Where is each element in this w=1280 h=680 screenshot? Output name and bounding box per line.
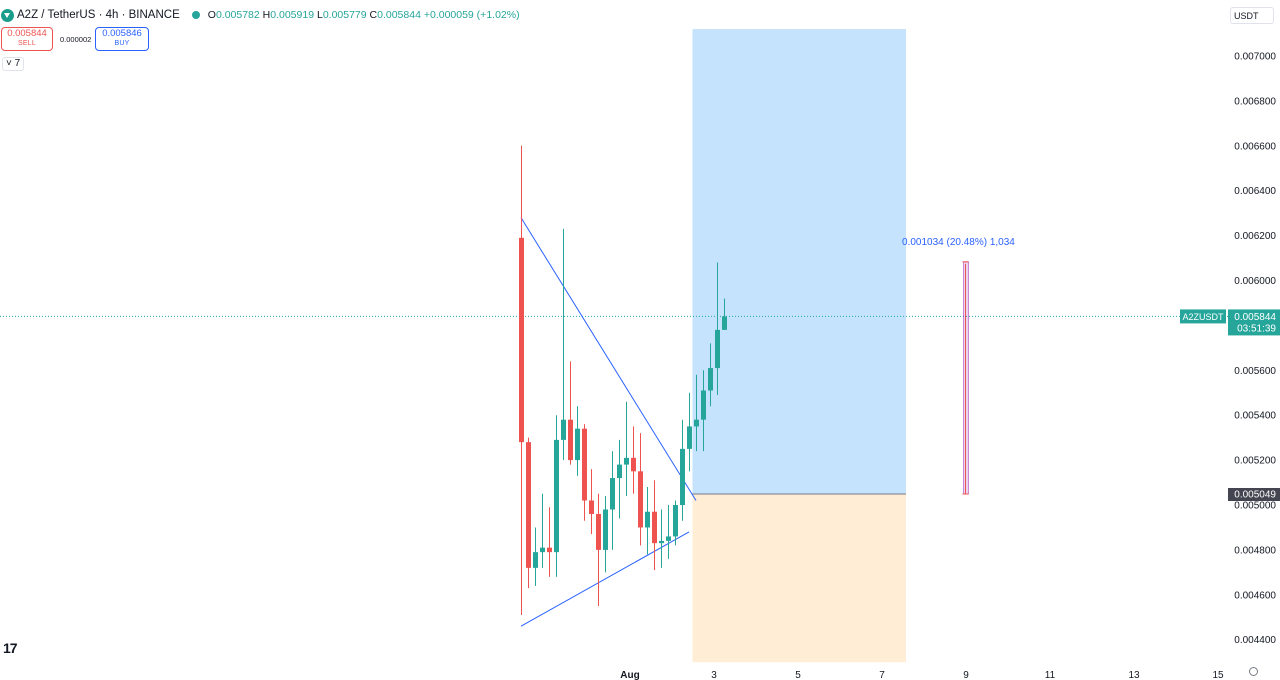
profit-zone (692, 29, 906, 494)
candle-body (638, 471, 643, 528)
candle-body (617, 464, 622, 479)
time-tick-label: 15 (1212, 670, 1224, 680)
price-tick-label: 0.006000 (1234, 276, 1276, 287)
candle-body (715, 329, 720, 369)
candle-body (687, 426, 692, 449)
symbol-badge-label: A2ZUSDT (1182, 312, 1224, 322)
price-tick-label: 0.004600 (1234, 590, 1276, 601)
candle-body (582, 428, 587, 501)
candle-body (547, 547, 552, 553)
time-tick-label: 13 (1128, 670, 1140, 680)
symbol-logo-icon (1, 8, 14, 22)
sell-button[interactable]: 0.005844 SELL (1, 27, 53, 51)
candle-body (561, 419, 566, 440)
candle-body (596, 513, 601, 550)
time-tick-label: Aug (620, 670, 639, 680)
price-tick-label: 0.006400 (1234, 186, 1276, 197)
candle-body (533, 552, 538, 568)
candle-body (694, 419, 699, 427)
price-tick-label: 0.005200 (1234, 456, 1276, 467)
price-tick-label: 0.006800 (1234, 96, 1276, 107)
current-price-badge (1228, 309, 1280, 336)
legend-header: A2Z / TetherUS · 4h · BINANCE O0.005782 … (0, 0, 520, 30)
candle-body (589, 500, 594, 514)
time-tick-label: 3 (711, 670, 717, 680)
price-tick-label: 0.005000 (1234, 501, 1276, 512)
candle-body (708, 368, 713, 391)
symbol-title[interactable]: A2Z / TetherUS · 4h · BINANCE (17, 9, 180, 21)
candle-body (701, 390, 706, 420)
entry-price-label: 0.005049 (1234, 489, 1276, 500)
price-tick-label: 0.006200 (1234, 231, 1276, 242)
symbol-badge (1180, 309, 1226, 324)
candle-body (652, 511, 657, 544)
candle-body (540, 547, 545, 553)
candle-body (554, 439, 559, 553)
entry-price-badge (1228, 487, 1280, 501)
currency-selector[interactable]: USDT (1230, 7, 1274, 24)
price-tick-label: 0.004400 (1234, 635, 1276, 646)
spread-value: 0.000002 (60, 35, 92, 44)
trendline-1 (520, 217, 697, 501)
candle-body (610, 478, 615, 510)
countdown-label: 03:51:39 (1237, 323, 1276, 334)
loss-zone (692, 493, 906, 663)
candle-body (526, 442, 531, 568)
candle-body (568, 419, 573, 461)
ohlc-values: O0.005782 H0.005919 L0.005779 C0.005844 … (207, 9, 520, 21)
time-tick-label: 9 (963, 670, 969, 680)
candle-body (673, 505, 678, 537)
tradingview-logo: 17 (3, 640, 18, 656)
market-status-icon (191, 11, 200, 19)
candle-body (519, 237, 524, 443)
price-tick-label: 0.004800 (1234, 545, 1276, 556)
indicators-toggle[interactable]: ˅ 7 (2, 57, 25, 71)
price-tick-label: 0.006600 (1234, 141, 1276, 152)
time-tick-label: 11 (1045, 670, 1056, 680)
settings-icon[interactable] (1249, 667, 1258, 676)
price-tick-label: 0.007000 (1234, 52, 1276, 63)
candle-body (722, 316, 727, 330)
candle-body (575, 428, 580, 461)
price-tick-label: 0.005400 (1234, 411, 1276, 422)
time-tick-label: 5 (795, 670, 801, 680)
candle-body (631, 457, 636, 472)
candle-body (645, 511, 650, 528)
current-price-label: 0.005844 (1234, 312, 1276, 323)
candle-body (624, 457, 629, 465)
candle-body (666, 536, 671, 541)
candle-body (659, 540, 664, 544)
candle-body (680, 448, 685, 505)
price-range-label: 0.001034 (20.48%) 1,034 (902, 237, 1015, 248)
price-tick-label: 0.005600 (1234, 366, 1276, 377)
time-tick-label: 7 (879, 670, 885, 680)
buy-button[interactable]: 0.005846 BUY (95, 27, 149, 51)
candle-body (603, 509, 608, 550)
